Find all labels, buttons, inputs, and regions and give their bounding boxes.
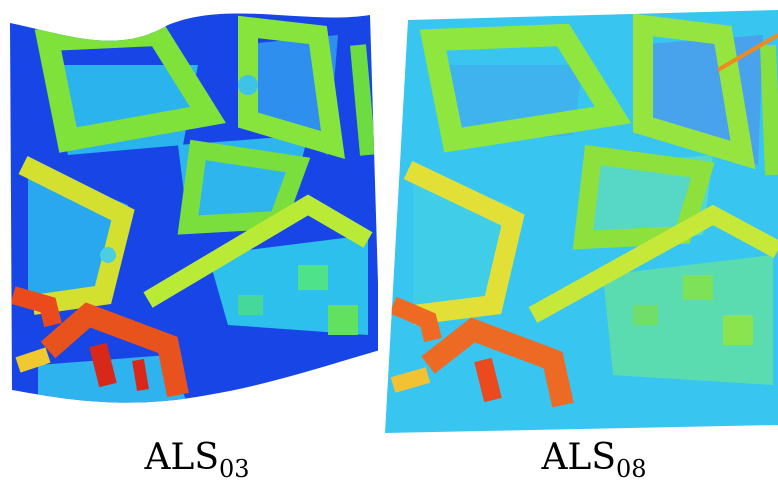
- small-structure: [238, 295, 263, 315]
- outlier-line: [716, 33, 778, 72]
- als08-caption-base: ALS: [541, 437, 617, 478]
- als08-point-cloud-image: [383, 5, 778, 435]
- building-block: [419, 23, 632, 153]
- building-block: [760, 44, 778, 176]
- building-block: [143, 194, 373, 308]
- tall-building: [389, 296, 442, 343]
- tall-building: [40, 302, 189, 398]
- small-structure: [633, 305, 658, 325]
- als08-elevation-map: [385, 10, 778, 433]
- tall-building: [132, 359, 149, 391]
- building-block: [350, 44, 376, 156]
- small-structure: [298, 265, 328, 290]
- tree: [100, 247, 116, 263]
- tall-building: [89, 342, 117, 388]
- tree: [238, 75, 258, 95]
- als03-caption-subscript: 03: [219, 455, 250, 483]
- tall-building: [10, 286, 62, 328]
- building-block: [633, 13, 756, 170]
- small-structure: [723, 315, 753, 345]
- als08-caption-subscript: 08: [616, 455, 647, 483]
- tall-building: [474, 357, 502, 403]
- building-block: [403, 160, 525, 325]
- als03-point-cloud-image: [8, 5, 378, 415]
- tall-building: [421, 317, 574, 408]
- als03-caption: ALS03: [77, 437, 317, 483]
- small-structure: [328, 305, 358, 335]
- building-block: [390, 367, 431, 393]
- small-structure: [683, 275, 713, 300]
- building-block: [528, 204, 778, 323]
- als03-caption-base: ALS: [144, 437, 220, 478]
- building-block: [15, 347, 51, 373]
- als03-elevation-map: [10, 13, 378, 403]
- als08-caption: ALS08: [474, 437, 714, 483]
- courtyard: [603, 255, 773, 385]
